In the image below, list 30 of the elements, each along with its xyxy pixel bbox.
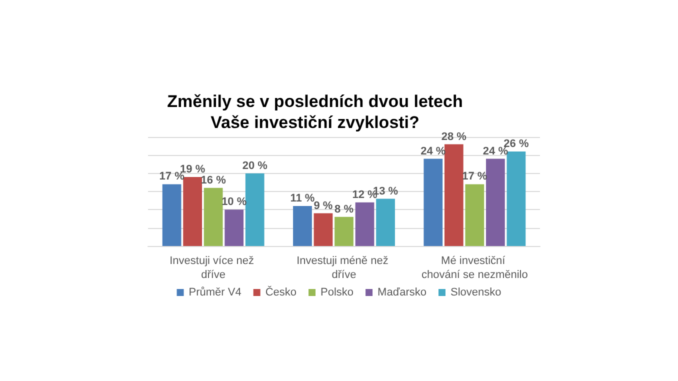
data-label: 8 % [334, 203, 354, 216]
x-tick-label: Investuji více než dříve [170, 255, 258, 281]
data-label: 17 % [159, 170, 185, 183]
bar [486, 158, 505, 246]
bar [376, 198, 395, 246]
bar [162, 184, 182, 246]
legend-label: Maďarsko [378, 286, 426, 298]
legend-label: Polsko [320, 286, 354, 298]
bar [355, 202, 374, 246]
bar [424, 158, 443, 246]
data-label: 28 % [441, 130, 467, 143]
data-label: 11 % [290, 192, 315, 205]
bar [245, 173, 264, 246]
bar [334, 216, 354, 246]
data-label: 9 % [314, 200, 333, 212]
chart-title: Změnily se v posledních dvou letech Vaše investiční zvyklosti? [167, 92, 463, 132]
legend-label: Průměr V4 [188, 286, 242, 298]
bar [314, 213, 333, 246]
bar [506, 152, 526, 246]
bar [293, 206, 312, 246]
bar [224, 210, 244, 246]
bar [465, 184, 484, 246]
x-tick-label: Mé investiční chování se nezměnilo [421, 255, 528, 281]
bar [204, 188, 223, 246]
x-tick-label: Investuji méně než dříve [296, 255, 392, 281]
data-label: 20 % [242, 160, 268, 172]
legend-label: Slovensko [450, 286, 502, 298]
bar [444, 144, 464, 246]
bar [183, 176, 202, 246]
legend-label: Česko [265, 286, 297, 298]
